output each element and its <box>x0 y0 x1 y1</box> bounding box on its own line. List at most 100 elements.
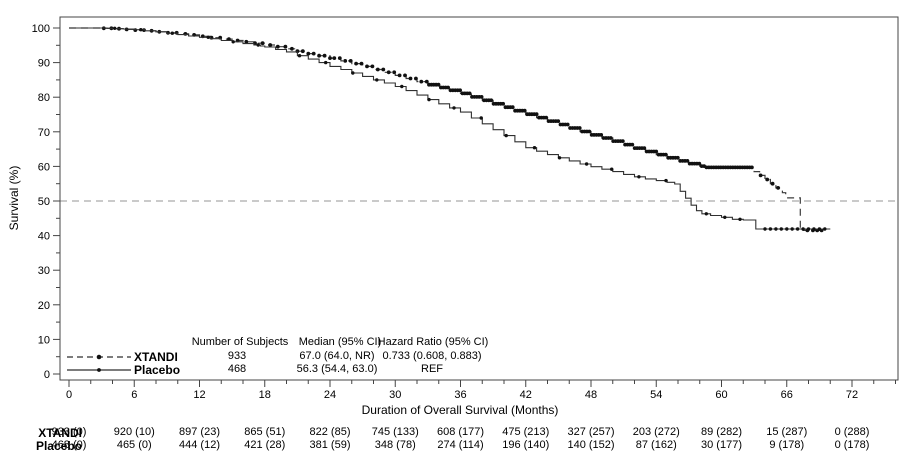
risk-cell-xtandi-60: 89 (282) <box>701 426 742 438</box>
censor-mark-xtandi <box>424 79 429 84</box>
censor-mark-xtandi <box>359 61 364 66</box>
risk-cell-placebo-72: 0 (178) <box>834 439 870 451</box>
censor-mark-xtandi <box>392 70 397 75</box>
censor-mark-placebo <box>738 217 742 221</box>
risk-cell-placebo-66: 9 (178) <box>769 439 805 451</box>
censor-mark-xtandi <box>260 41 265 46</box>
censor-mark-placebo <box>763 227 767 231</box>
risk-cell-xtandi-6: 920 (10) <box>113 426 155 438</box>
censor-mark-xtandi <box>268 43 273 47</box>
censor-mark-placebo <box>206 35 210 39</box>
censor-mark-xtandi <box>479 95 484 99</box>
x-tick-label: 42 <box>520 389 532 401</box>
legend-key-marker-xtandi <box>96 354 102 360</box>
censor-mark-xtandi <box>458 88 462 93</box>
censor-mark-xtandi <box>365 64 369 69</box>
risk-cell-placebo-0: 468 (0) <box>51 439 87 451</box>
censor-mark-xtandi <box>348 59 353 63</box>
censor-mark-xtandi <box>467 91 472 96</box>
risk-cell-placebo-42: 196 (140) <box>502 439 550 451</box>
censor-mark-placebo <box>427 97 431 102</box>
placebo-curve <box>69 27 831 230</box>
risk-cell-xtandi-66: 15 (287) <box>766 426 808 438</box>
censor-mark-xtandi <box>408 76 413 81</box>
risk-cell-xtandi-42: 475 (213) <box>502 426 550 438</box>
censor-mark-placebo <box>231 40 235 44</box>
x-tick-label: 48 <box>585 389 597 401</box>
censor-mark-xtandi <box>556 119 561 123</box>
censor-mark-xtandi <box>283 44 288 49</box>
x-tick-label: 24 <box>324 389 336 401</box>
legend-label-placebo: Placebo <box>134 363 181 377</box>
censor-mark-xtandi <box>758 173 763 178</box>
risk-cell-placebo-6: 465 (0) <box>116 439 152 451</box>
legend-label-xtandi: XTANDI <box>134 350 178 364</box>
legend-header-median: Median (95% CI) <box>298 336 382 348</box>
risk-cell-xtandi-12: 897 (23) <box>179 426 220 438</box>
censor-mark-xtandi <box>510 105 515 110</box>
risk-row-label-placebo: Placebo <box>35 439 82 453</box>
censor-mark-xtandi <box>328 56 332 60</box>
censor-mark-placebo <box>452 106 456 110</box>
censor-mark-placebo <box>400 84 404 89</box>
censor-mark-xtandi <box>522 108 527 113</box>
censor-mark-xtandi <box>685 159 690 163</box>
legend-xtandi-hr: 0.733 (0.608, 0.883) <box>382 350 482 362</box>
y-tick-label: 100 <box>32 23 50 35</box>
censor-mark-placebo <box>823 227 827 231</box>
legend-placebo-hr: REF <box>421 363 443 375</box>
censor-mark-xtandi <box>375 67 380 72</box>
censor-mark-xtandi <box>770 181 775 186</box>
censor-mark-placebo <box>479 116 483 120</box>
y-tick-label: 80 <box>38 92 50 104</box>
x-tick-label: 6 <box>131 389 137 401</box>
y-tick-label: 70 <box>38 127 50 139</box>
censor-mark-xtandi <box>436 82 441 87</box>
censor-mark-xtandi <box>381 67 386 72</box>
risk-cell-xtandi-24: 822 (85) <box>309 426 351 438</box>
censor-mark-placebo <box>790 227 794 231</box>
censor-mark-xtandi <box>354 61 358 66</box>
censor-mark-xtandi <box>501 101 505 106</box>
censor-mark-placebo <box>637 175 641 179</box>
x-tick-label: 0 <box>66 389 72 401</box>
legend-xtandi-median: 67.0 (64.0, NR) <box>299 350 375 362</box>
x-tick-label: 18 <box>259 389 271 401</box>
censor-mark-placebo <box>817 227 822 231</box>
censor-mark-placebo <box>584 162 589 166</box>
censor-mark-placebo <box>139 28 143 32</box>
x-axis-title: Duration of Overall Survival (Months) <box>361 403 559 417</box>
censor-mark-xtandi <box>446 85 450 90</box>
censor-mark-placebo <box>375 78 379 82</box>
x-tick-label: 36 <box>454 389 466 401</box>
censor-mark-xtandi <box>534 112 539 117</box>
legend-header-subjects: Number of Subjects <box>191 336 289 348</box>
legend-placebo-median: 56.3 (54.4, 63.0) <box>296 363 378 375</box>
censor-mark-xtandi <box>599 133 604 137</box>
risk-cell-placebo-30: 348 (78) <box>374 439 416 451</box>
censor-mark-placebo <box>324 60 328 65</box>
censor-mark-xtandi <box>565 122 570 127</box>
censor-mark-xtandi <box>620 139 625 144</box>
censor-mark-placebo <box>557 156 562 160</box>
censor-mark-xtandi <box>322 53 327 58</box>
censor-mark-xtandi <box>750 165 754 170</box>
legend-key-marker-placebo <box>97 368 101 372</box>
censor-mark-placebo <box>806 227 811 231</box>
risk-cell-xtandi-0: 933 (0) <box>51 426 87 438</box>
censor-mark-placebo <box>723 215 727 219</box>
y-axis-title: Survival (%) <box>7 165 21 231</box>
censor-mark-placebo <box>779 227 783 231</box>
censor-mark-placebo <box>256 43 260 47</box>
censor-mark-placebo <box>801 227 805 231</box>
risk-cell-xtandi-18: 865 (51) <box>244 426 286 438</box>
censor-mark-xtandi <box>337 56 342 60</box>
censor-mark-xtandi <box>244 39 249 44</box>
censor-mark-xtandi <box>608 136 613 140</box>
censor-mark-xtandi <box>332 56 337 60</box>
censor-mark-xtandi <box>311 51 316 56</box>
censor-mark-xtandi <box>414 76 418 81</box>
censor-mark-placebo <box>532 146 537 150</box>
